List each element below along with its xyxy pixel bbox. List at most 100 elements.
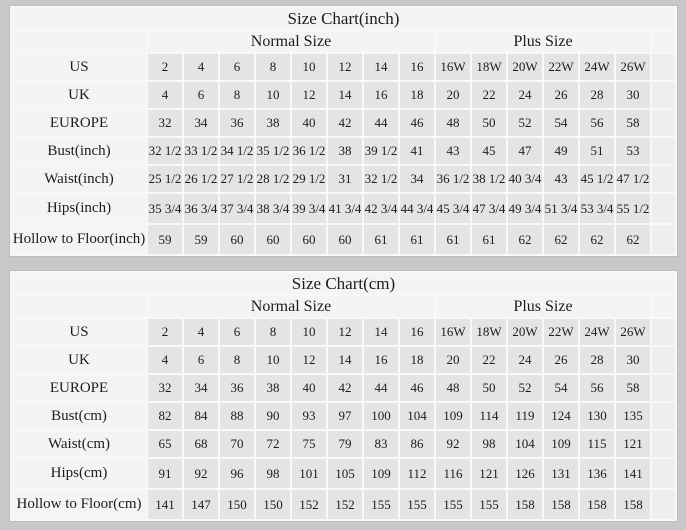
size-value-cell: 58 — [616, 375, 650, 401]
size-value-cell: 35 3/4 — [148, 194, 182, 223]
size-value-cell: 68 — [184, 431, 218, 457]
row-label-uk: UK — [12, 347, 146, 373]
size-value-cell: 158 — [616, 490, 650, 519]
size-value-cell: 12 — [328, 54, 362, 80]
size-value-cell: 101 — [292, 459, 326, 488]
size-value-cell: 6 — [184, 347, 218, 373]
size-value-cell: 42 — [328, 110, 362, 136]
size-value-cell: 59 — [184, 225, 218, 254]
size-value-cell: 24 — [508, 82, 542, 108]
table-row-uk: UK 4 6 8 10 12 14 16 18 20 22 24 26 28 30 — [12, 347, 675, 373]
group-header-row: Normal Size Plus Size — [12, 31, 675, 52]
size-value-cell: 45 1/2 — [580, 166, 614, 192]
row-label-hollow-to-floor-inch: Hollow to Floor(inch) — [12, 225, 146, 254]
size-value-cell: 158 — [508, 490, 542, 519]
size-value-cell: 155 — [400, 490, 434, 519]
row-label-hollow-to-floor-cm: Hollow to Floor(cm) — [12, 490, 146, 519]
group-header-normal-size: Normal Size — [148, 296, 434, 317]
size-value-cell: 6 — [220, 319, 254, 345]
size-value-cell: 2 — [148, 54, 182, 80]
size-value-cell: 155 — [436, 490, 470, 519]
size-value-cell: 47 3/4 — [472, 194, 506, 223]
size-value-cell: 12 — [292, 82, 326, 108]
size-value-cell: 10 — [292, 54, 326, 80]
size-chart-table-size-chart-cm: Size Chart(cm) Normal Size Plus Size US 2 4 6 8… — [9, 270, 678, 522]
size-value-cell: 6 — [220, 54, 254, 80]
size-value-cell: 54 — [544, 110, 578, 136]
size-value-cell: 22W — [544, 54, 578, 80]
size-value-cell: 158 — [580, 490, 614, 519]
empty-trailing-cell — [652, 319, 675, 345]
size-value-cell: 82 — [148, 403, 182, 429]
size-value-cell: 115 — [580, 431, 614, 457]
size-value-cell: 35 1/2 — [256, 138, 290, 164]
size-value-cell: 109 — [436, 403, 470, 429]
group-header-normal-size: Normal Size — [148, 31, 434, 52]
table-title: Size Chart(cm) — [12, 273, 675, 294]
size-value-cell: 70 — [220, 431, 254, 457]
size-value-cell: 119 — [508, 403, 542, 429]
table-row-europe: EUROPE 32 34 36 38 40 42 44 46 48 50 52 54 56 58 — [12, 375, 675, 401]
size-value-cell: 25 1/2 — [148, 166, 182, 192]
size-value-cell: 28 — [580, 82, 614, 108]
row-label-hips-inch: Hips(inch) — [12, 194, 146, 223]
size-value-cell: 38 — [328, 138, 362, 164]
table-title: Size Chart(inch) — [12, 8, 675, 29]
empty-trailing-cell — [652, 194, 675, 223]
size-value-cell: 36 — [220, 375, 254, 401]
size-value-cell: 14 — [328, 347, 362, 373]
size-value-cell: 26W — [616, 54, 650, 80]
size-value-cell: 37 3/4 — [220, 194, 254, 223]
size-value-cell: 32 — [148, 110, 182, 136]
title-row: Size Chart(cm) — [12, 273, 675, 294]
size-value-cell: 48 — [436, 110, 470, 136]
table-row-us: US 2 4 6 8 10 12 14 16 16W 18W 20W 22W 24W 26W — [12, 54, 675, 80]
size-value-cell: 28 1/2 — [256, 166, 290, 192]
size-value-cell: 50 — [472, 110, 506, 136]
size-value-cell: 56 — [580, 375, 614, 401]
empty-trailing-cell — [652, 225, 675, 254]
row-label-europe: EUROPE — [12, 375, 146, 401]
row-label-bust-cm: Bust(cm) — [12, 403, 146, 429]
size-value-cell: 65 — [148, 431, 182, 457]
size-value-cell: 16 — [400, 319, 434, 345]
row-label-waist-cm: Waist(cm) — [12, 431, 146, 457]
title-row: Size Chart(inch) — [12, 8, 675, 29]
size-value-cell: 72 — [256, 431, 290, 457]
size-value-cell: 83 — [364, 431, 398, 457]
size-value-cell: 121 — [472, 459, 506, 488]
empty-trailing-cell — [652, 431, 675, 457]
size-value-cell: 27 1/2 — [220, 166, 254, 192]
size-value-cell: 26 1/2 — [184, 166, 218, 192]
size-value-cell: 4 — [148, 347, 182, 373]
size-value-cell: 121 — [616, 431, 650, 457]
size-value-cell: 18 — [400, 82, 434, 108]
size-value-cell: 150 — [220, 490, 254, 519]
size-value-cell: 22W — [544, 319, 578, 345]
size-value-cell: 39 3/4 — [292, 194, 326, 223]
size-value-cell: 36 — [220, 110, 254, 136]
size-value-cell: 20 — [436, 82, 470, 108]
size-value-cell: 22 — [472, 82, 506, 108]
size-value-cell: 6 — [184, 82, 218, 108]
size-value-cell: 38 3/4 — [256, 194, 290, 223]
size-value-cell: 47 1/2 — [616, 166, 650, 192]
empty-trailing-cell — [652, 138, 675, 164]
size-value-cell: 60 — [328, 225, 362, 254]
size-value-cell: 4 — [184, 54, 218, 80]
size-value-cell: 109 — [544, 431, 578, 457]
size-value-cell: 39 1/2 — [364, 138, 398, 164]
size-value-cell: 59 — [148, 225, 182, 254]
size-value-cell: 30 — [616, 347, 650, 373]
size-value-cell: 92 — [184, 459, 218, 488]
size-value-cell: 26 — [544, 82, 578, 108]
size-value-cell: 38 — [256, 110, 290, 136]
size-value-cell: 16W — [436, 54, 470, 80]
size-value-cell: 49 3/4 — [508, 194, 542, 223]
size-value-cell: 20W — [508, 54, 542, 80]
empty-trailing-cell — [652, 403, 675, 429]
size-value-cell: 52 — [508, 375, 542, 401]
size-value-cell: 62 — [580, 225, 614, 254]
table-row-hollow-to-floor-inch: Hollow to Floor(inch) 59 59 60 60 60 60 61 61 61 6… — [12, 225, 675, 254]
